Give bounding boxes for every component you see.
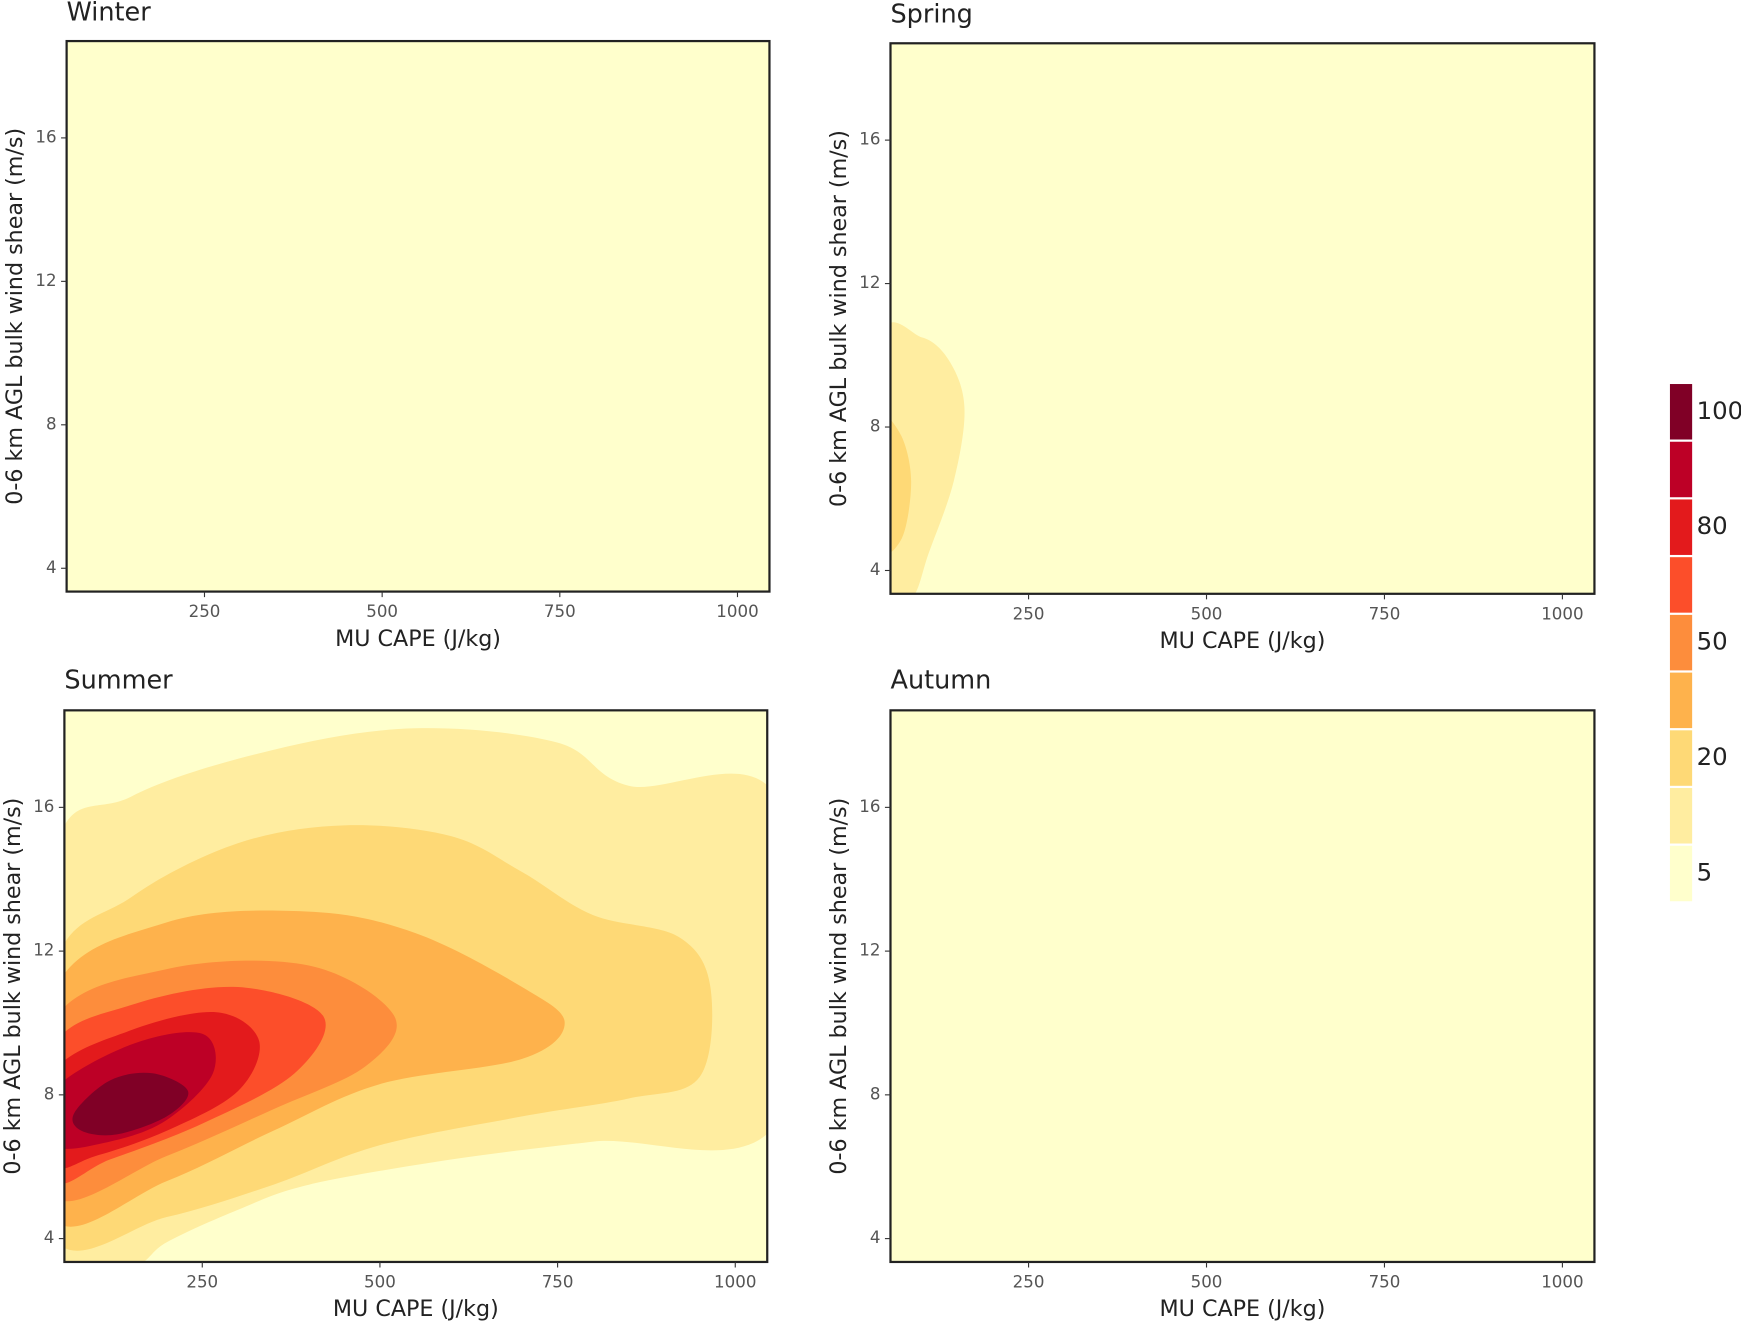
y-axis-title: 0-6 km AGL bulk wind shear (m/s) (826, 130, 852, 507)
contours (64, 728, 768, 1262)
x-axis-title: MU CAPE (J/kg) (1160, 628, 1326, 654)
x-tick-label: 1000 (716, 602, 758, 621)
y-tick-label: 8 (870, 1084, 881, 1103)
colorbar-label: 50 (1697, 627, 1728, 656)
x-tick-label: 500 (364, 1273, 396, 1292)
y-tick-label: 4 (870, 1228, 881, 1247)
y-tick-label: 12 (859, 941, 880, 960)
y-tick-label: 16 (859, 797, 880, 816)
x-tick-label: 1000 (1541, 1273, 1583, 1292)
y-axis-title: 0-6 km AGL bulk wind shear (m/s) (826, 798, 852, 1175)
y-tick-label: 4 (870, 560, 881, 579)
plot-background (890, 710, 1595, 1262)
y-tick-label: 16 (35, 127, 56, 146)
plot-frame (65, 39, 771, 593)
colorbar-label: 20 (1697, 742, 1728, 771)
x-axis-title: MU CAPE (J/kg) (333, 1296, 499, 1322)
panel: Winter 250 500 750 1000 4 8 12 16 MU CAPE (J/kg) 0… (2, 0, 771, 652)
colorbar-swatch (1669, 557, 1693, 613)
x-tick-label: 500 (1191, 604, 1223, 623)
panel: Summer 250 500 750 1000 4 8 12 16 MU CAPE (J/kg) 0… (0, 665, 769, 1322)
x-tick-label: 750 (544, 602, 576, 621)
x-tick-label: 750 (542, 1273, 574, 1292)
y-tick-label: 4 (46, 558, 57, 577)
colorbar-swatch (1669, 845, 1693, 902)
colorbar-label: 80 (1697, 511, 1728, 540)
plot-frame (889, 42, 1596, 595)
y-axis-title: 0-6 km AGL bulk wind shear (m/s) (2, 128, 28, 505)
colorbar-swatch (1669, 614, 1693, 671)
colorbar-label: 100 (1697, 396, 1741, 425)
panel-title: Winter (67, 0, 152, 27)
colorbar-label: 5 (1697, 857, 1713, 886)
colorbar-swatch (1669, 441, 1693, 498)
x-tick-label: 500 (366, 602, 398, 621)
panel-title: Spring (890, 0, 972, 30)
contour-region (890, 322, 965, 594)
x-tick-label: 1000 (714, 1273, 756, 1292)
y-tick-label: 8 (46, 414, 57, 433)
y-axis-title: 0-6 km AGL bulk wind shear (m/s) (0, 798, 26, 1175)
x-tick-label: 750 (1369, 1273, 1401, 1292)
y-tick-label: 8 (44, 1084, 55, 1103)
panel: Spring 250 500 750 1000 4 8 12 16 MU CAPE (J/kg) 0… (826, 0, 1596, 654)
panel-title: Summer (64, 665, 173, 695)
x-axis-title: MU CAPE (J/kg) (1160, 1296, 1326, 1322)
plot-background (66, 41, 770, 592)
panel-title: Autumn (890, 665, 991, 695)
y-tick-label: 12 (33, 941, 54, 960)
x-axis-title: MU CAPE (J/kg) (335, 626, 501, 652)
colorbar-swatch (1669, 788, 1693, 844)
x-tick-label: 250 (1013, 1273, 1045, 1292)
plot-frame (63, 709, 769, 1264)
x-tick-label: 250 (1013, 604, 1045, 623)
y-tick-label: 4 (44, 1228, 55, 1247)
x-tick-label: 250 (186, 1273, 218, 1292)
plot-background (890, 43, 1595, 594)
colorbar-swatch (1669, 384, 1693, 440)
y-tick-label: 16 (33, 797, 54, 816)
contours (890, 322, 965, 594)
y-tick-label: 12 (35, 271, 56, 290)
panel: Autumn 250 500 750 1000 4 8 12 16 MU CAPE (J/kg) 0… (826, 665, 1596, 1322)
colorbar-swatch (1669, 499, 1693, 555)
x-tick-label: 750 (1369, 604, 1401, 623)
colorbar-swatch (1669, 672, 1693, 729)
plot-frame (889, 709, 1596, 1264)
colorbar-swatch (1669, 730, 1693, 786)
x-tick-label: 1000 (1541, 604, 1583, 623)
y-tick-label: 8 (870, 417, 881, 436)
x-tick-label: 250 (189, 602, 221, 621)
contour-region (72, 1072, 189, 1136)
contour-region (890, 419, 912, 553)
x-tick-label: 500 (1191, 1273, 1223, 1292)
y-tick-label: 12 (859, 273, 880, 292)
y-tick-label: 16 (859, 130, 880, 149)
